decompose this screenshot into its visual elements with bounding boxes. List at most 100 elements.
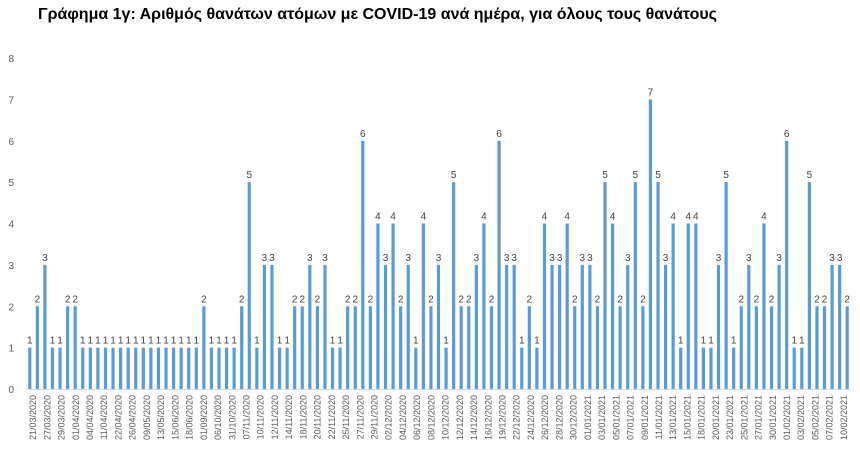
bar xyxy=(308,264,312,389)
x-tick-label: 31/10/2020 xyxy=(227,395,237,440)
bar xyxy=(187,347,191,389)
bar xyxy=(383,264,388,389)
data-label: 4 xyxy=(761,212,767,223)
data-label: 1 xyxy=(103,336,109,347)
data-label: 1 xyxy=(133,336,139,347)
x-tick-label: 19/12/2020 xyxy=(498,395,508,440)
bar xyxy=(626,264,630,389)
data-label: 2 xyxy=(239,294,245,305)
bar xyxy=(119,347,123,389)
x-axis: 21/03/2020 27/03/2020 29/03/2020 01/04/2020… xyxy=(26,389,851,440)
data-label: 2 xyxy=(754,294,760,305)
bar xyxy=(353,306,357,389)
data-label: 2 xyxy=(428,294,434,305)
data-label: 5 xyxy=(655,170,661,181)
x-tick-label: 01/02/2021 xyxy=(782,395,792,440)
x-tick-label: 15/06/2020 xyxy=(170,395,180,440)
x-tick-label: 13/01/2021 xyxy=(668,395,678,440)
bar xyxy=(232,347,236,389)
data-label: 6 xyxy=(784,129,790,140)
data-label: 4 xyxy=(481,212,487,223)
x-tick-label: 16/12/2020 xyxy=(483,395,493,440)
bar xyxy=(527,306,531,389)
data-label: 1 xyxy=(110,336,116,347)
data-label: 1 xyxy=(171,336,177,347)
x-tick-label: 27/11/2020 xyxy=(355,395,365,439)
bar xyxy=(285,347,289,389)
x-tick-label: 18/01/2021 xyxy=(697,395,707,440)
x-tick-label: 03/01/2021 xyxy=(597,395,607,440)
y-tick-label: 1 xyxy=(8,344,14,355)
data-label: 1 xyxy=(186,336,192,347)
data-label: 2 xyxy=(299,294,305,305)
x-tick-label: 08/12/2020 xyxy=(426,395,436,440)
bar xyxy=(838,264,842,389)
data-label: 4 xyxy=(390,212,396,223)
bar xyxy=(792,347,796,389)
data-label: 2 xyxy=(315,294,321,305)
data-label: 5 xyxy=(807,170,813,181)
bar xyxy=(641,306,645,389)
data-label: 1 xyxy=(708,336,714,347)
bar xyxy=(694,223,698,389)
data-label: 4 xyxy=(685,212,691,223)
x-tick-label: 18/11/2020 xyxy=(298,395,308,439)
bar xyxy=(338,347,342,389)
data-label: 1 xyxy=(118,336,124,347)
bar xyxy=(716,264,721,389)
data-label: 3 xyxy=(504,253,510,264)
x-tick-label: 06/10/2020 xyxy=(213,395,223,440)
bar xyxy=(209,347,214,389)
bar xyxy=(807,182,811,389)
y-tick-label: 0 xyxy=(8,385,14,396)
data-label: 4 xyxy=(670,212,676,223)
data-label: 1 xyxy=(50,336,56,347)
bar xyxy=(436,264,441,389)
bar xyxy=(542,223,547,389)
data-label: 1 xyxy=(799,336,805,347)
bar xyxy=(595,306,600,389)
data-label: 1 xyxy=(178,336,184,347)
data-label: 6 xyxy=(496,129,502,140)
x-tick-label: 12/12/2020 xyxy=(455,395,465,440)
data-label: 3 xyxy=(716,253,722,264)
data-label: 5 xyxy=(723,170,729,181)
bar xyxy=(686,223,690,389)
x-tick-label: 04/04/2020 xyxy=(85,395,95,440)
x-tick-label: 07/11/2020 xyxy=(241,395,251,439)
bar xyxy=(505,264,509,389)
bar xyxy=(800,347,804,389)
data-label: 5 xyxy=(602,170,608,181)
bar xyxy=(391,223,395,389)
x-tick-label: 29/11/2020 xyxy=(369,395,379,439)
x-tick-label: 01/01/2021 xyxy=(583,395,593,440)
x-tick-label: 11/04/2020 xyxy=(99,395,109,439)
bar xyxy=(262,264,267,389)
data-label: 4 xyxy=(542,212,548,223)
bar xyxy=(103,347,108,389)
data-label: 3 xyxy=(776,253,782,264)
x-tick-label: 23/01/2021 xyxy=(725,395,735,440)
data-label: 1 xyxy=(216,336,222,347)
x-tick-label: 15/01/2021 xyxy=(682,395,692,440)
bar xyxy=(588,264,592,389)
data-label: 1 xyxy=(443,336,449,347)
data-label: 3 xyxy=(746,253,752,264)
x-tick-label: 29/03/2020 xyxy=(57,395,67,440)
x-tick-label: 11/01/2021 xyxy=(654,395,664,439)
data-label: 1 xyxy=(80,336,86,347)
bar xyxy=(126,347,130,389)
data-label: 2 xyxy=(35,294,41,305)
data-label: 2 xyxy=(398,294,404,305)
bar xyxy=(361,140,365,389)
bar xyxy=(179,347,183,389)
data-label: 2 xyxy=(466,294,472,305)
y-axis: 0 1 2 3 4 5 6 7 8 xyxy=(8,54,14,396)
data-label: 4 xyxy=(564,212,570,223)
data-label: 2 xyxy=(352,294,358,305)
data-label: 2 xyxy=(814,294,820,305)
bar xyxy=(35,306,39,389)
bar xyxy=(648,99,653,389)
data-label: 2 xyxy=(640,294,646,305)
x-tick-label: 27/03/2020 xyxy=(42,395,52,440)
